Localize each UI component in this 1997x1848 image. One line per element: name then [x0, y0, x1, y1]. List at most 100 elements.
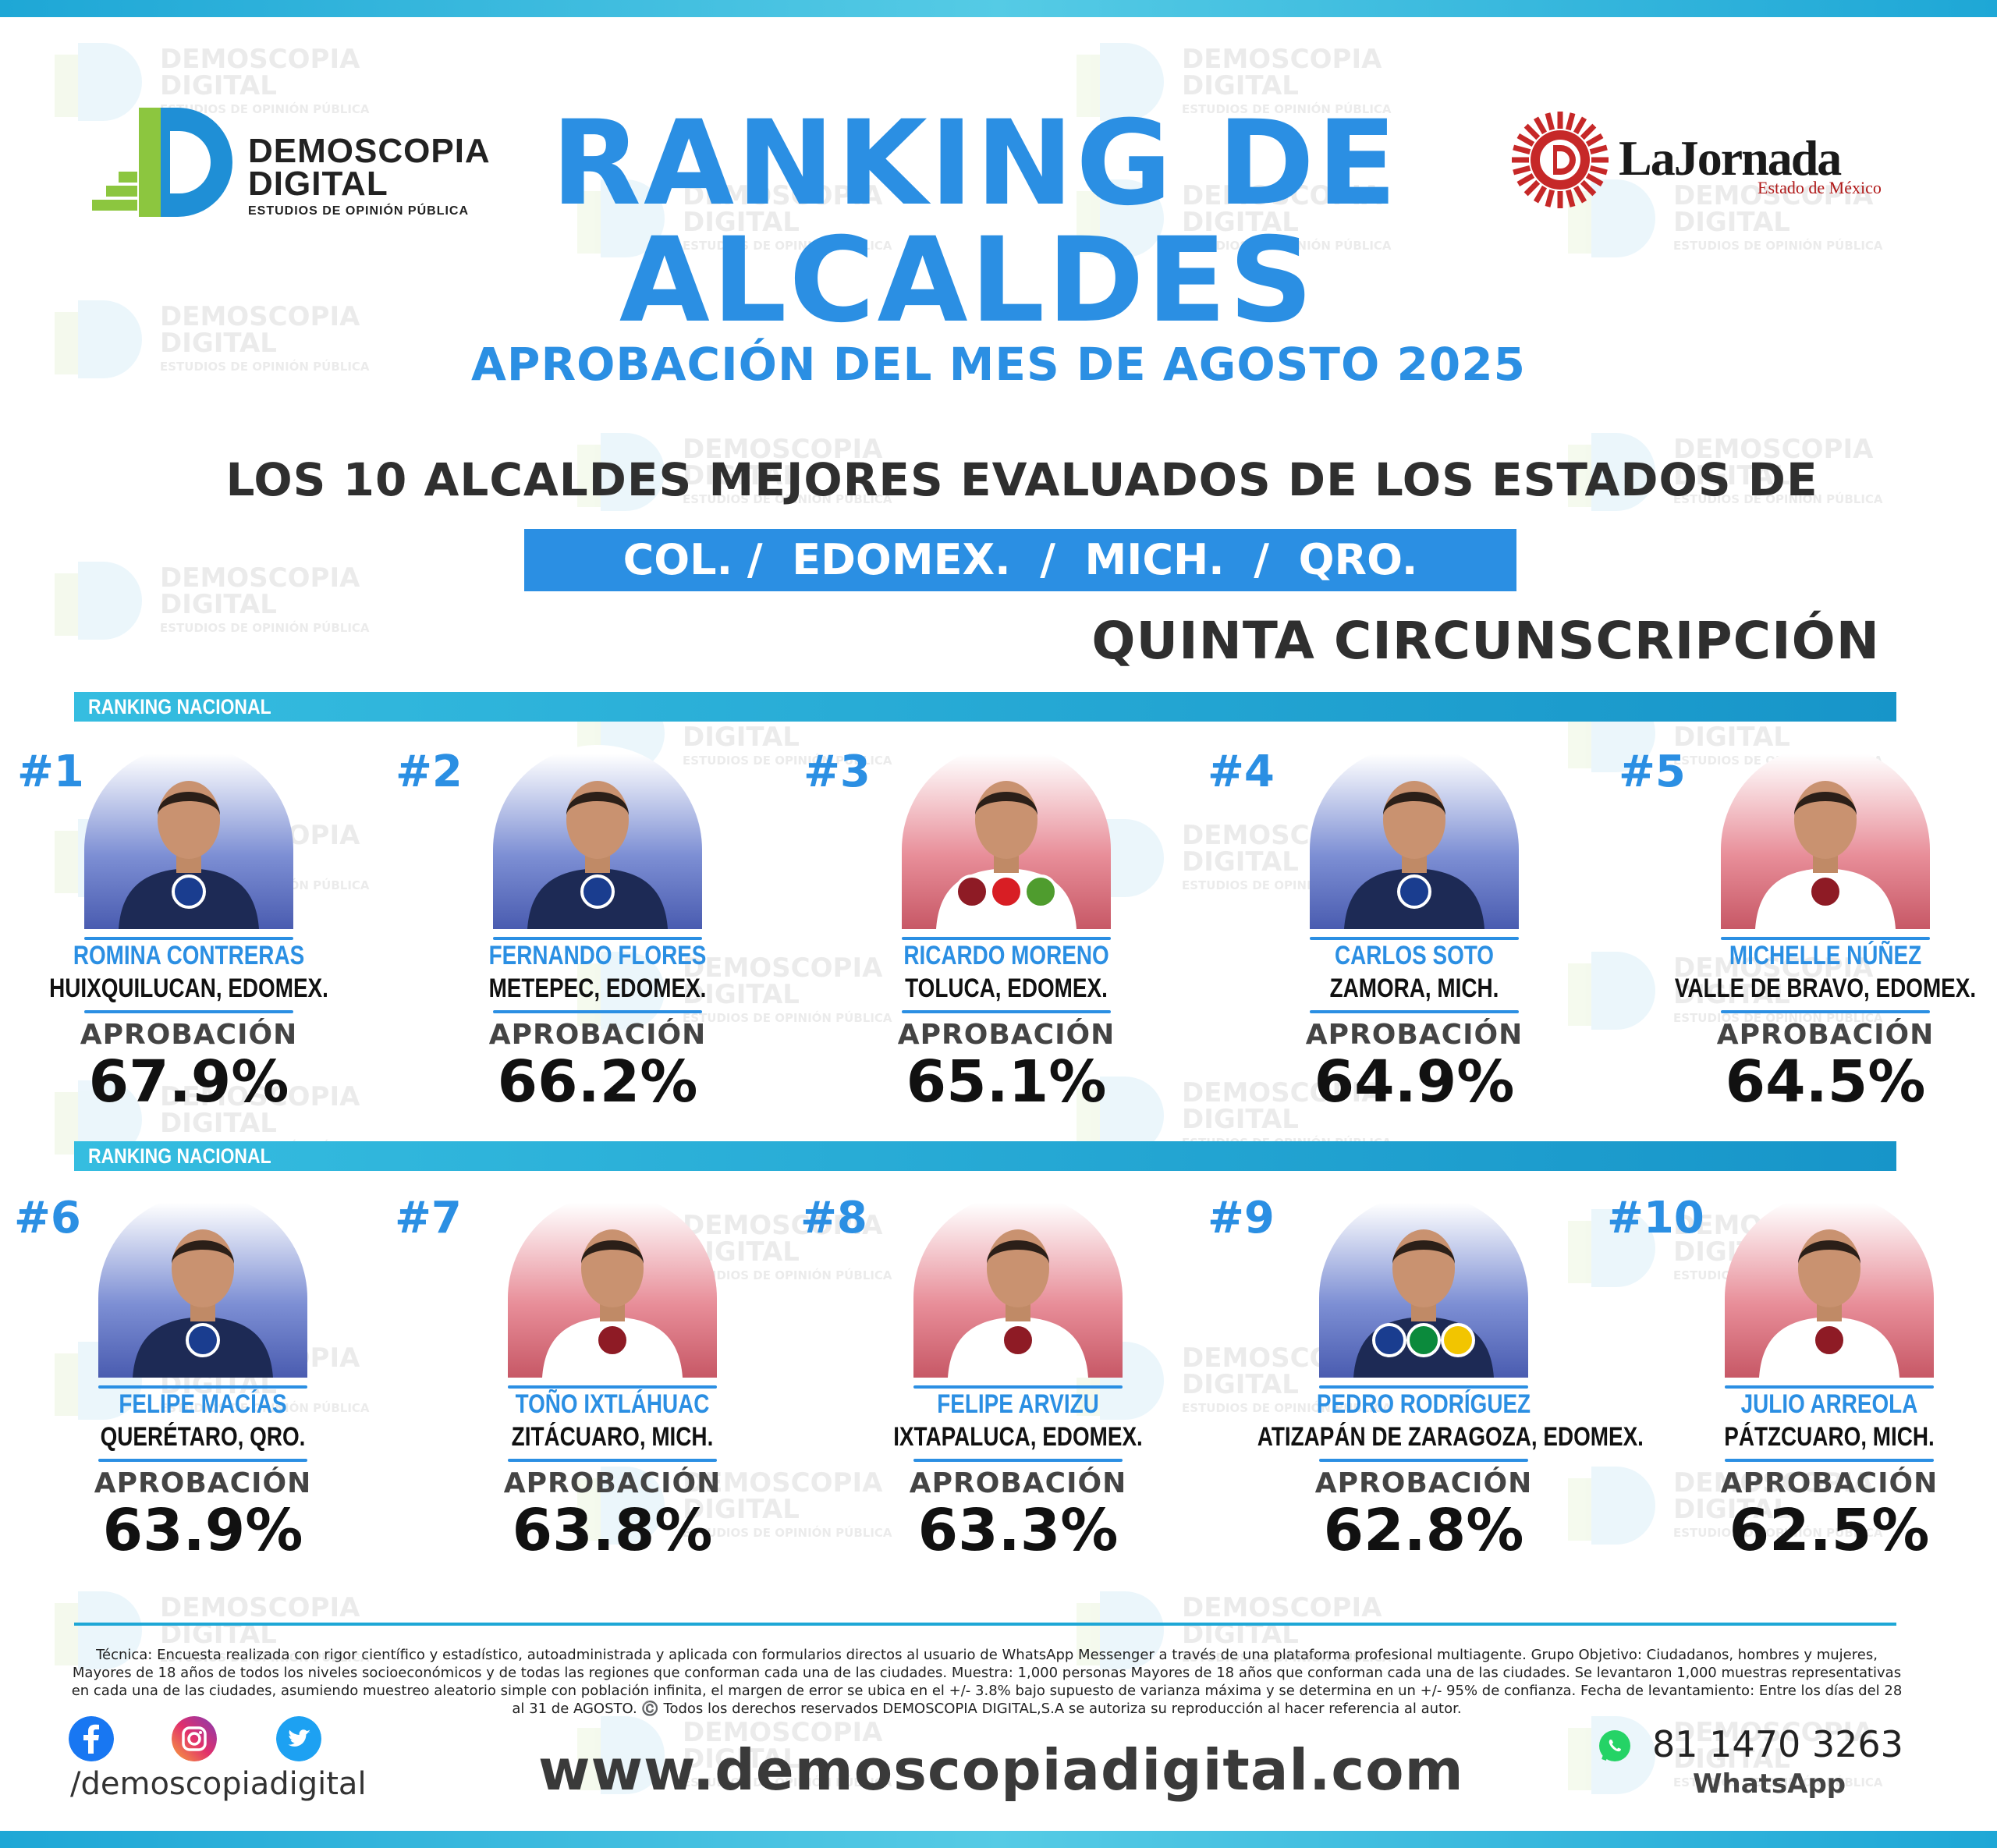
- watermark-text: ESTUDIOS DE OPINIÓN PÚBLICA: [160, 1401, 370, 1415]
- hair: [158, 792, 220, 815]
- city-underline: [1319, 1459, 1528, 1462]
- photo-underline: [493, 937, 702, 940]
- methodology-text: Técnica: Encuesta realizada con rigor ci…: [71, 1647, 1903, 1717]
- ranking-bar-bottom: RANKING NACIONAL: [74, 1141, 1896, 1171]
- person-silhouette-icon: [1755, 781, 1896, 929]
- twitter-icon[interactable]: [276, 1716, 321, 1761]
- mayor-city: ATIZAPÁN DE ZARAGOZA, EDOMEX.: [1257, 1422, 1644, 1452]
- watermark-text: DEMOSCOPIA: [683, 434, 883, 465]
- morena-party-badge-icon: [955, 874, 989, 909]
- watermark-mark: [55, 1353, 81, 1416]
- rank-number: #1: [17, 747, 84, 797]
- watermark-text: DIGITAL: [683, 1743, 800, 1775]
- watermark-mark: [577, 445, 604, 507]
- mayor-city: ZAMORA, MICH.: [1329, 974, 1499, 1003]
- whatsapp-label: WhatsApp: [1693, 1768, 1846, 1800]
- facebook-icon[interactable]: [69, 1716, 114, 1761]
- watermark-mark: [1591, 1467, 1655, 1545]
- la-jornada-logo: LaJornada Estado de México: [1509, 109, 1899, 211]
- whatsapp-icon[interactable]: [1598, 1729, 1632, 1763]
- subtitle: APROBACIÓN DEL MES DE AGOSTO 2025: [471, 338, 1526, 391]
- mayor-name: FELIPE ARVIZU: [937, 1389, 1099, 1419]
- rank-number: #9: [1208, 1193, 1275, 1243]
- hair: [1794, 792, 1857, 815]
- mayor-city: ZITÁCUARO, MICH.: [511, 1422, 714, 1452]
- sun-ray: [1545, 112, 1555, 131]
- person-silhouette-icon: [948, 1229, 1088, 1378]
- watermark-mark: [577, 191, 604, 254]
- watermark-mark: [1568, 963, 1594, 1026]
- sun-ray: [1523, 179, 1541, 197]
- mayor-city: IXTAPALUCA, EDOMEX.: [893, 1422, 1143, 1452]
- approval-value: 63.8%: [512, 1497, 713, 1564]
- sun-ray: [1545, 189, 1555, 208]
- mayor-photo: [508, 1194, 717, 1378]
- photo-underline: [84, 937, 293, 940]
- approval-value: 66.2%: [497, 1048, 698, 1116]
- social-handle[interactable]: /demoscopiadigital: [70, 1766, 367, 1802]
- city-underline: [913, 1459, 1123, 1462]
- watermark-mark: [55, 573, 81, 636]
- photo-underline: [902, 937, 1111, 940]
- watermark-mark: [1591, 433, 1655, 511]
- person-silhouette-icon: [119, 781, 259, 929]
- watermark-text: DIGITAL: [1673, 460, 1790, 491]
- city-underline: [493, 1010, 702, 1013]
- sun-ray: [1573, 185, 1587, 204]
- watermark-text: DEMOSCOPIA: [160, 562, 360, 594]
- watermark-mark: [1100, 43, 1164, 121]
- sun-ray: [1533, 116, 1548, 135]
- watermark-text: ESTUDIOS DE OPINIÓN PÚBLICA: [683, 1775, 892, 1789]
- instagram-icon[interactable]: [172, 1716, 217, 1761]
- approval-value: 62.8%: [1323, 1497, 1524, 1564]
- watermark-mark: [55, 1603, 81, 1665]
- watermark-text: DEMOSCOPIA: [1673, 1467, 1874, 1499]
- watermark-text: DIGITAL: [160, 70, 277, 101]
- watermark-text: ESTUDIOS DE OPINIÓN PÚBLICA: [160, 360, 370, 374]
- rank-number: #7: [395, 1193, 462, 1243]
- approval-label: APROBACIÓN: [909, 1467, 1127, 1499]
- watermark-mark: [1100, 179, 1164, 257]
- watermark-mark: [1077, 55, 1103, 117]
- mayor-photo: [1319, 1194, 1528, 1378]
- approval-value: 67.9%: [88, 1048, 289, 1116]
- mayor-name: FELIPE MACÍAS: [119, 1389, 287, 1419]
- brand-name-line1: DEMOSCOPIA: [248, 132, 491, 170]
- sun-ray: [1585, 133, 1604, 147]
- watermark-mark: [78, 300, 142, 378]
- pt-party-badge-icon: [989, 874, 1023, 909]
- footer-divider: [74, 1623, 1896, 1626]
- rank-number: #2: [395, 747, 463, 797]
- mayor-city: QUERÉTARO, QRO.: [100, 1422, 306, 1452]
- hair: [987, 1240, 1049, 1264]
- watermark-text: DIGITAL: [1673, 1494, 1790, 1525]
- watermark-text: DEMOSCOPIA: [160, 1592, 360, 1623]
- person-silhouette-icon: [1344, 781, 1484, 929]
- watermark-mark: [55, 312, 81, 374]
- sun-ray: [1585, 172, 1604, 187]
- city-underline: [1310, 1010, 1519, 1013]
- person-silhouette-icon: [1759, 1229, 1899, 1378]
- watermark-text: DIGITAL: [683, 207, 800, 238]
- mayor-photo: [84, 745, 293, 929]
- morena-party-badge-icon: [1808, 874, 1843, 909]
- watermark-mark: [601, 179, 665, 257]
- watermark-text: DEMOSCOPIA: [160, 44, 360, 75]
- mayor-name: ROMINA CONTRERAS: [73, 941, 305, 970]
- photo-underline: [98, 1385, 307, 1389]
- approval-label: APROBACIÓN: [503, 1467, 722, 1499]
- phone-number[interactable]: 81 1470 3263: [1652, 1723, 1903, 1765]
- rank-number: #3: [803, 747, 871, 797]
- watermark-text: ESTUDIOS DE OPINIÓN PÚBLICA: [683, 754, 892, 768]
- watermark-mark: [601, 952, 665, 1030]
- website-link[interactable]: www.demoscopiadigital.com: [538, 1737, 1464, 1803]
- photo-underline: [913, 1385, 1123, 1389]
- ranking-bar-top: RANKING NACIONAL: [74, 692, 1896, 722]
- rank-number: #8: [800, 1193, 867, 1243]
- sun-ray: [1533, 185, 1548, 204]
- approval-label: APROBACIÓN: [1720, 1467, 1938, 1499]
